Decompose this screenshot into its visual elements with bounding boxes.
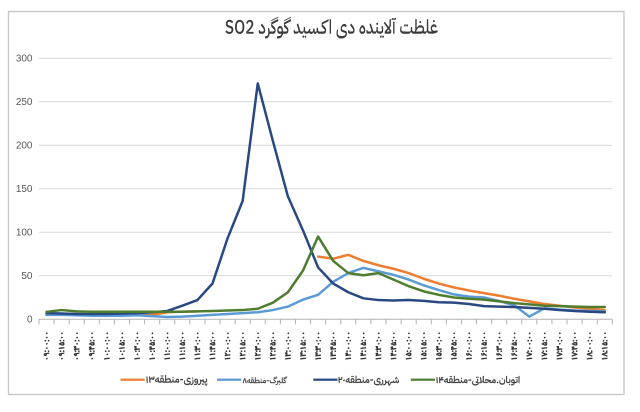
svg-text:250: 250 — [16, 97, 33, 108]
svg-text:200: 200 — [16, 141, 33, 152]
svg-text:150: 150 — [16, 184, 33, 195]
svg-text:0: 0 — [27, 315, 33, 326]
svg-text:50: 50 — [21, 271, 33, 282]
svg-text:300: 300 — [16, 54, 33, 65]
svg-text:100: 100 — [16, 228, 33, 239]
